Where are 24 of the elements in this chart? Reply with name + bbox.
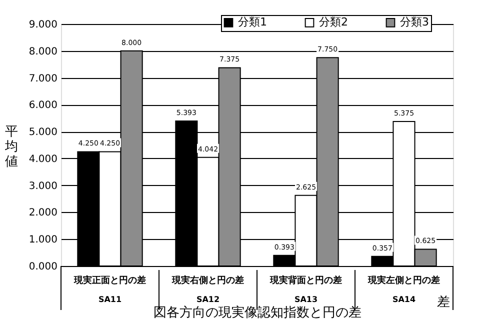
y-axis-title: 平均値 xyxy=(4,124,18,170)
text: SA11 xyxy=(98,295,122,304)
y-tick-label: 9.000 xyxy=(28,20,58,30)
y-tick-label: 4.000 xyxy=(28,154,58,165)
legend-label: 分類3 xyxy=(400,16,429,29)
legend-label: 分類1 xyxy=(238,16,267,29)
y-tick-label: 8.000 xyxy=(28,46,58,58)
y-tick-label: 7.000 xyxy=(28,73,58,84)
x-axis-title: 図各方向の現実像認知指数と円の差 xyxy=(154,304,362,320)
y-tick-label: 3.000 xyxy=(28,180,58,192)
y-tick-label: 2.000 xyxy=(28,208,58,219)
text: SA12 xyxy=(196,295,220,304)
legend-label: 分類2 xyxy=(319,16,348,29)
y-tick-label: 6.000 xyxy=(28,100,58,112)
x-tick-label: 現実右側と円の差 xyxy=(171,275,244,286)
text: SA13 xyxy=(294,295,318,304)
y-tick-label: 0.000 xyxy=(28,262,58,272)
x-tick-label: 現実背面と円の差 xyxy=(269,275,342,286)
y-tick-label: 1.000 xyxy=(28,234,58,246)
text: SA14 xyxy=(392,295,416,304)
x-tick-label: 現実左側と円の差 xyxy=(367,275,440,286)
y-tick-label: 5.000 xyxy=(28,127,58,138)
text: 差 xyxy=(437,295,450,310)
x-tick-label: 現実正面と円の差 xyxy=(73,275,146,286)
